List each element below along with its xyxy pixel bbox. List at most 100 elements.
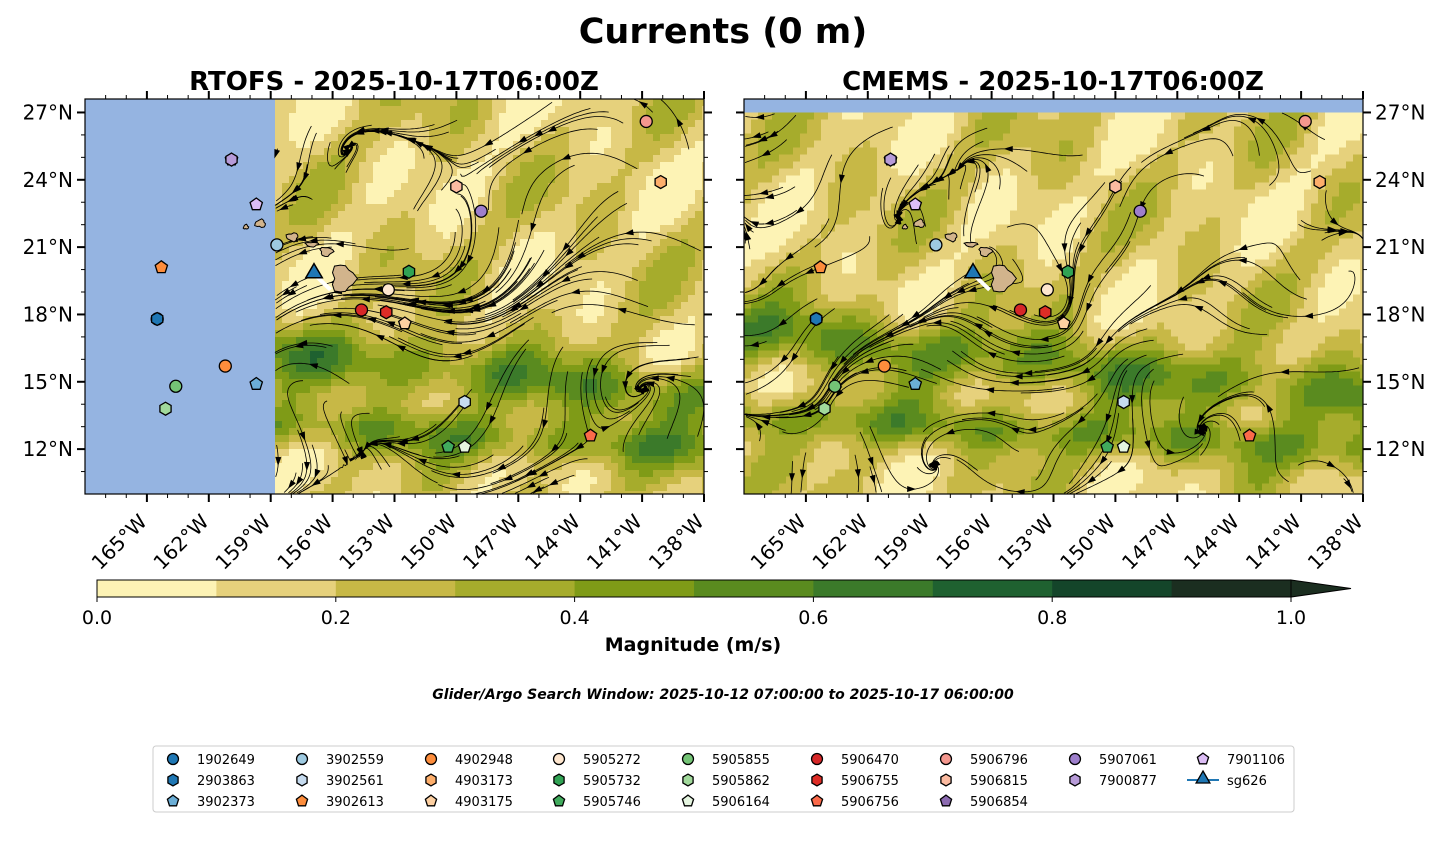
- speed-cell: [281, 162, 290, 170]
- speed-cell: [428, 106, 437, 114]
- speed-cell: [337, 316, 346, 324]
- speed-cell: [379, 351, 388, 359]
- speed-cell: [281, 274, 290, 282]
- speed-cell: [547, 414, 556, 422]
- speed-cell: [428, 316, 437, 324]
- speed-cell: [786, 119, 794, 128]
- speed-cell: [330, 421, 339, 429]
- speed-cell: [891, 182, 899, 191]
- speed-cell: [372, 337, 381, 345]
- speed-cell: [603, 113, 612, 121]
- speed-cell: [758, 161, 766, 170]
- speed-cell: [912, 168, 920, 177]
- speed-cell: [842, 147, 850, 156]
- speed-cell: [603, 470, 612, 478]
- speed-cell: [379, 316, 388, 324]
- speed-cell: [596, 477, 605, 485]
- speed-cell: [274, 421, 283, 429]
- speed-cell: [968, 126, 976, 135]
- speed-cell: [491, 288, 500, 296]
- speed-cell: [659, 428, 668, 436]
- speed-cell: [421, 337, 430, 345]
- speed-cell: [624, 351, 633, 359]
- speed-cell: [568, 330, 577, 338]
- speed-cell: [1325, 112, 1333, 121]
- speed-cell: [477, 288, 486, 296]
- speed-cell: [666, 288, 675, 296]
- speed-cell: [673, 239, 682, 247]
- speed-cell: [1332, 168, 1340, 177]
- speed-cell: [505, 246, 514, 254]
- speed-cell: [484, 435, 493, 443]
- speed-cell: [323, 113, 332, 121]
- speed-cell: [905, 112, 913, 121]
- speed-cell: [596, 449, 605, 457]
- speed-cell: [617, 386, 626, 394]
- speed-cell: [652, 253, 661, 261]
- speed-cell: [582, 218, 591, 226]
- speed-cell: [680, 274, 689, 282]
- speed-cell: [281, 141, 290, 149]
- speed-cell: [575, 204, 584, 212]
- speed-cell: [631, 449, 640, 457]
- speed-cell: [400, 379, 409, 387]
- speed-cell: [365, 190, 374, 198]
- speed-cell: [337, 358, 346, 366]
- streamline-arrow: [561, 275, 571, 283]
- speed-cell: [898, 161, 906, 170]
- speed-cell: [281, 386, 290, 394]
- speed-cell: [386, 218, 395, 226]
- speed-cell: [863, 168, 871, 177]
- speed-cell: [358, 120, 367, 128]
- speed-cell: [744, 168, 752, 177]
- speed-cell: [456, 113, 465, 121]
- speed-cell: [1325, 147, 1333, 156]
- speed-cell: [961, 154, 969, 163]
- speed-cell: [533, 120, 542, 128]
- speed-cell: [863, 133, 871, 142]
- speed-cell: [575, 365, 584, 373]
- speed-cell: [947, 126, 955, 135]
- speed-cell: [323, 365, 332, 373]
- speed-cell: [645, 141, 654, 149]
- speed-cell: [1115, 168, 1123, 177]
- speed-cell: [1017, 168, 1025, 177]
- speed-cell: [400, 99, 409, 107]
- speed-cell: [617, 421, 626, 429]
- speed-cell: [687, 183, 696, 191]
- speed-cell: [554, 288, 563, 296]
- speed-cell: [372, 246, 381, 254]
- speed-cell: [449, 176, 458, 184]
- speed-cell: [652, 435, 661, 443]
- speed-cell: [281, 169, 290, 177]
- speed-cell: [666, 386, 675, 394]
- speed-cell: [512, 162, 521, 170]
- speed-cell: [638, 372, 647, 380]
- speed-cell: [1255, 133, 1263, 142]
- speed-cell: [687, 428, 696, 436]
- speed-cell: [870, 140, 878, 149]
- speed-cell: [575, 120, 584, 128]
- speed-cell: [337, 407, 346, 415]
- speed-cell: [828, 140, 836, 149]
- speed-cell: [624, 197, 633, 205]
- speed-cell: [281, 491, 290, 494]
- speed-cell: [463, 358, 472, 366]
- speed-cell: [603, 106, 612, 114]
- speed-cell: [884, 112, 892, 121]
- speed-cell: [919, 119, 927, 128]
- speed-cell: [428, 120, 437, 128]
- speed-cell: [386, 232, 395, 240]
- speed-cell: [568, 225, 577, 233]
- speed-cell: [1010, 119, 1018, 128]
- speed-cell: [687, 267, 696, 275]
- speed-cell: [365, 379, 374, 387]
- speed-cell: [302, 386, 311, 394]
- speed-cell: [442, 428, 451, 436]
- speed-cell: [477, 183, 486, 191]
- speed-cell: [442, 239, 451, 247]
- speed-cell: [330, 183, 339, 191]
- speed-cell: [463, 309, 472, 317]
- speed-cell: [295, 120, 304, 128]
- speed-cell: [323, 99, 332, 107]
